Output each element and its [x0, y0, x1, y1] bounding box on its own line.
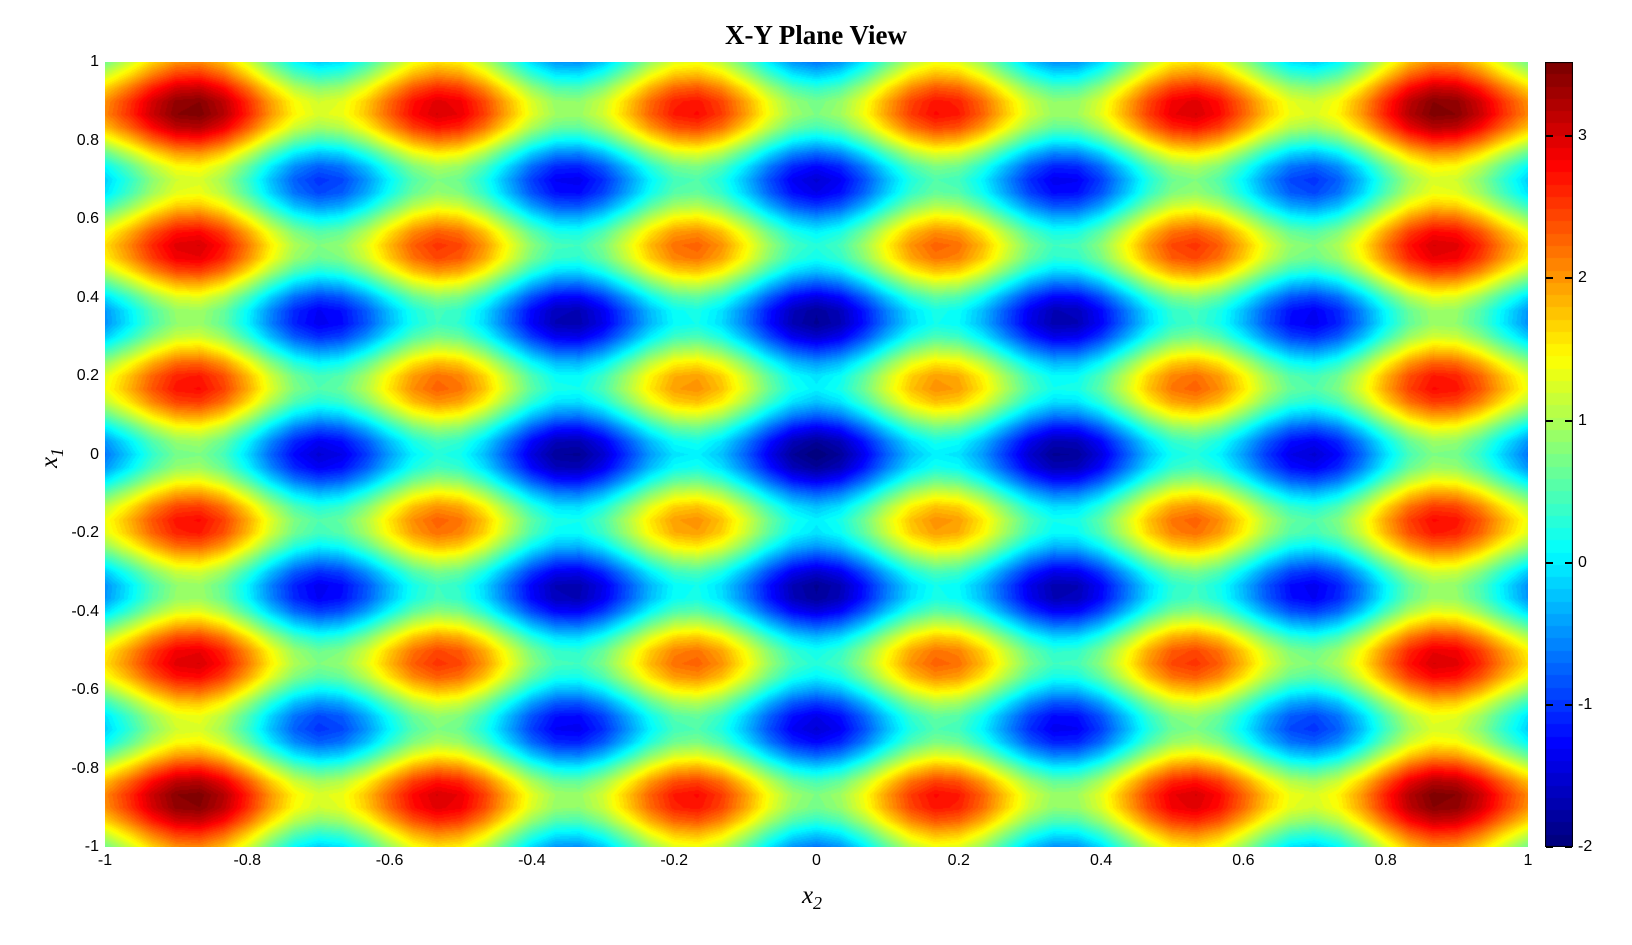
- plot-title: X-Y Plane View: [725, 20, 907, 50]
- y-tick-label: -0.2: [71, 524, 99, 541]
- colorbar-tick-label: 2: [1578, 269, 1587, 287]
- colorbar-tick-mark: [1546, 561, 1553, 564]
- colorbar-tick-label: -1: [1578, 695, 1593, 713]
- colorbar-tick-label: -2: [1578, 838, 1593, 855]
- colorbar-tick-mark: [1546, 703, 1553, 706]
- y-tick-label: 0.2: [76, 367, 99, 384]
- y-tick-label: -0.6: [71, 681, 99, 698]
- x-tick-label: -1: [97, 852, 113, 869]
- x-tick-label: 0.6: [1232, 852, 1255, 869]
- colorbar-tick-mark: [1565, 846, 1572, 848]
- y-tick-label: 1: [90, 53, 99, 70]
- colorbar-tick-mark: [1565, 419, 1572, 422]
- y-tick-label: 0.6: [76, 210, 99, 227]
- colorbar-tick-mark: [1546, 135, 1553, 138]
- x-tick-label: -0.6: [375, 852, 404, 869]
- x-tick-label: 0.4: [1089, 852, 1113, 869]
- colorbar-tick-label: 1: [1578, 411, 1587, 429]
- x-axis-label-base: x: [801, 882, 814, 909]
- y-tick-label: -0.4: [71, 602, 99, 620]
- x-tick-label: 0: [812, 852, 821, 869]
- colorbar-tick-label: 0: [1578, 553, 1587, 571]
- colorbar-tick-label: 3: [1578, 127, 1587, 145]
- y-axis-label: x1: [36, 448, 68, 468]
- y-axis-label-base: x: [36, 456, 63, 469]
- x-tick-label: -0.4: [518, 852, 546, 869]
- colorbar-tick-mark: [1565, 277, 1572, 280]
- colorbar-tick-mark: [1546, 419, 1553, 422]
- x-axis-label: x2: [802, 882, 822, 914]
- y-axis-label-subscript: 1: [47, 447, 67, 457]
- colorbar-tick-mark: [1565, 703, 1572, 706]
- x-tick-label: 0.8: [1374, 852, 1397, 869]
- x-tick-label: 0.2: [947, 852, 970, 869]
- y-tick-label: 0: [90, 445, 99, 463]
- colorbar-tick-mark: [1546, 846, 1553, 848]
- heatmap-canvas: [105, 62, 1528, 847]
- colorbar: [1545, 62, 1573, 847]
- colorbar-tick-mark: [1546, 277, 1553, 280]
- x-tick-label: -0.8: [233, 852, 262, 869]
- colorbar-tick-mark: [1565, 135, 1572, 138]
- y-tick-label: 0.4: [76, 288, 99, 306]
- y-tick-label: -0.8: [71, 759, 99, 777]
- x-tick-label: 1: [1523, 852, 1533, 869]
- y-tick-label: -1: [84, 838, 99, 855]
- y-tick-label: 0.8: [76, 131, 99, 149]
- x-axis-label-subscript: 2: [813, 893, 823, 913]
- x-tick-label: -0.2: [660, 852, 688, 869]
- colorbar-tick-mark: [1565, 561, 1572, 564]
